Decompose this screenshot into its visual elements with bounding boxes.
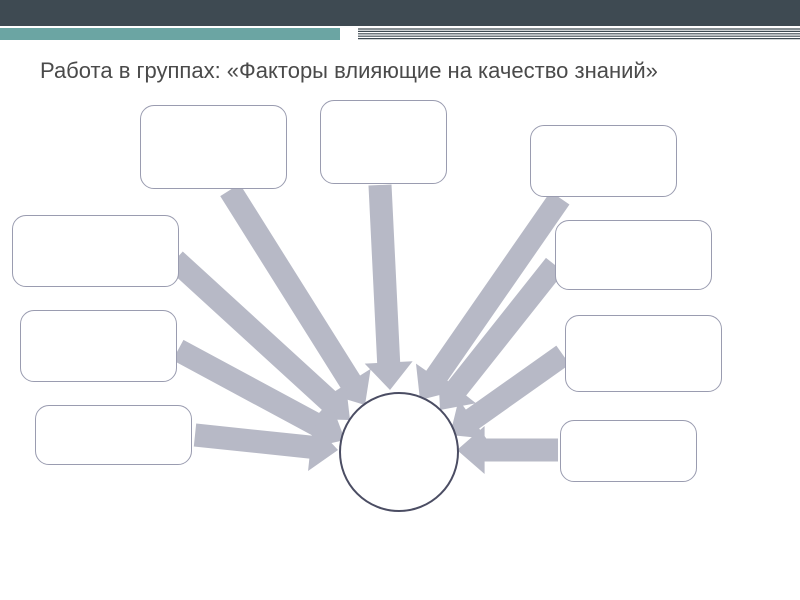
slide-canvas: Работа в группах: «Факторы влияющие на к…: [0, 0, 800, 600]
factor-box: [555, 220, 712, 290]
factor-box: [320, 100, 447, 184]
factor-box: [20, 310, 177, 382]
factor-box: [560, 420, 697, 482]
factor-box: [35, 405, 192, 465]
factor-box: [565, 315, 722, 392]
center-circle: [339, 392, 459, 512]
factor-box: [12, 215, 179, 287]
factor-box: [140, 105, 287, 189]
slide-title: Работа в группах: «Факторы влияющие на к…: [40, 58, 658, 84]
factor-box: [530, 125, 677, 197]
arrow: [194, 423, 338, 471]
arrow: [365, 184, 413, 390]
